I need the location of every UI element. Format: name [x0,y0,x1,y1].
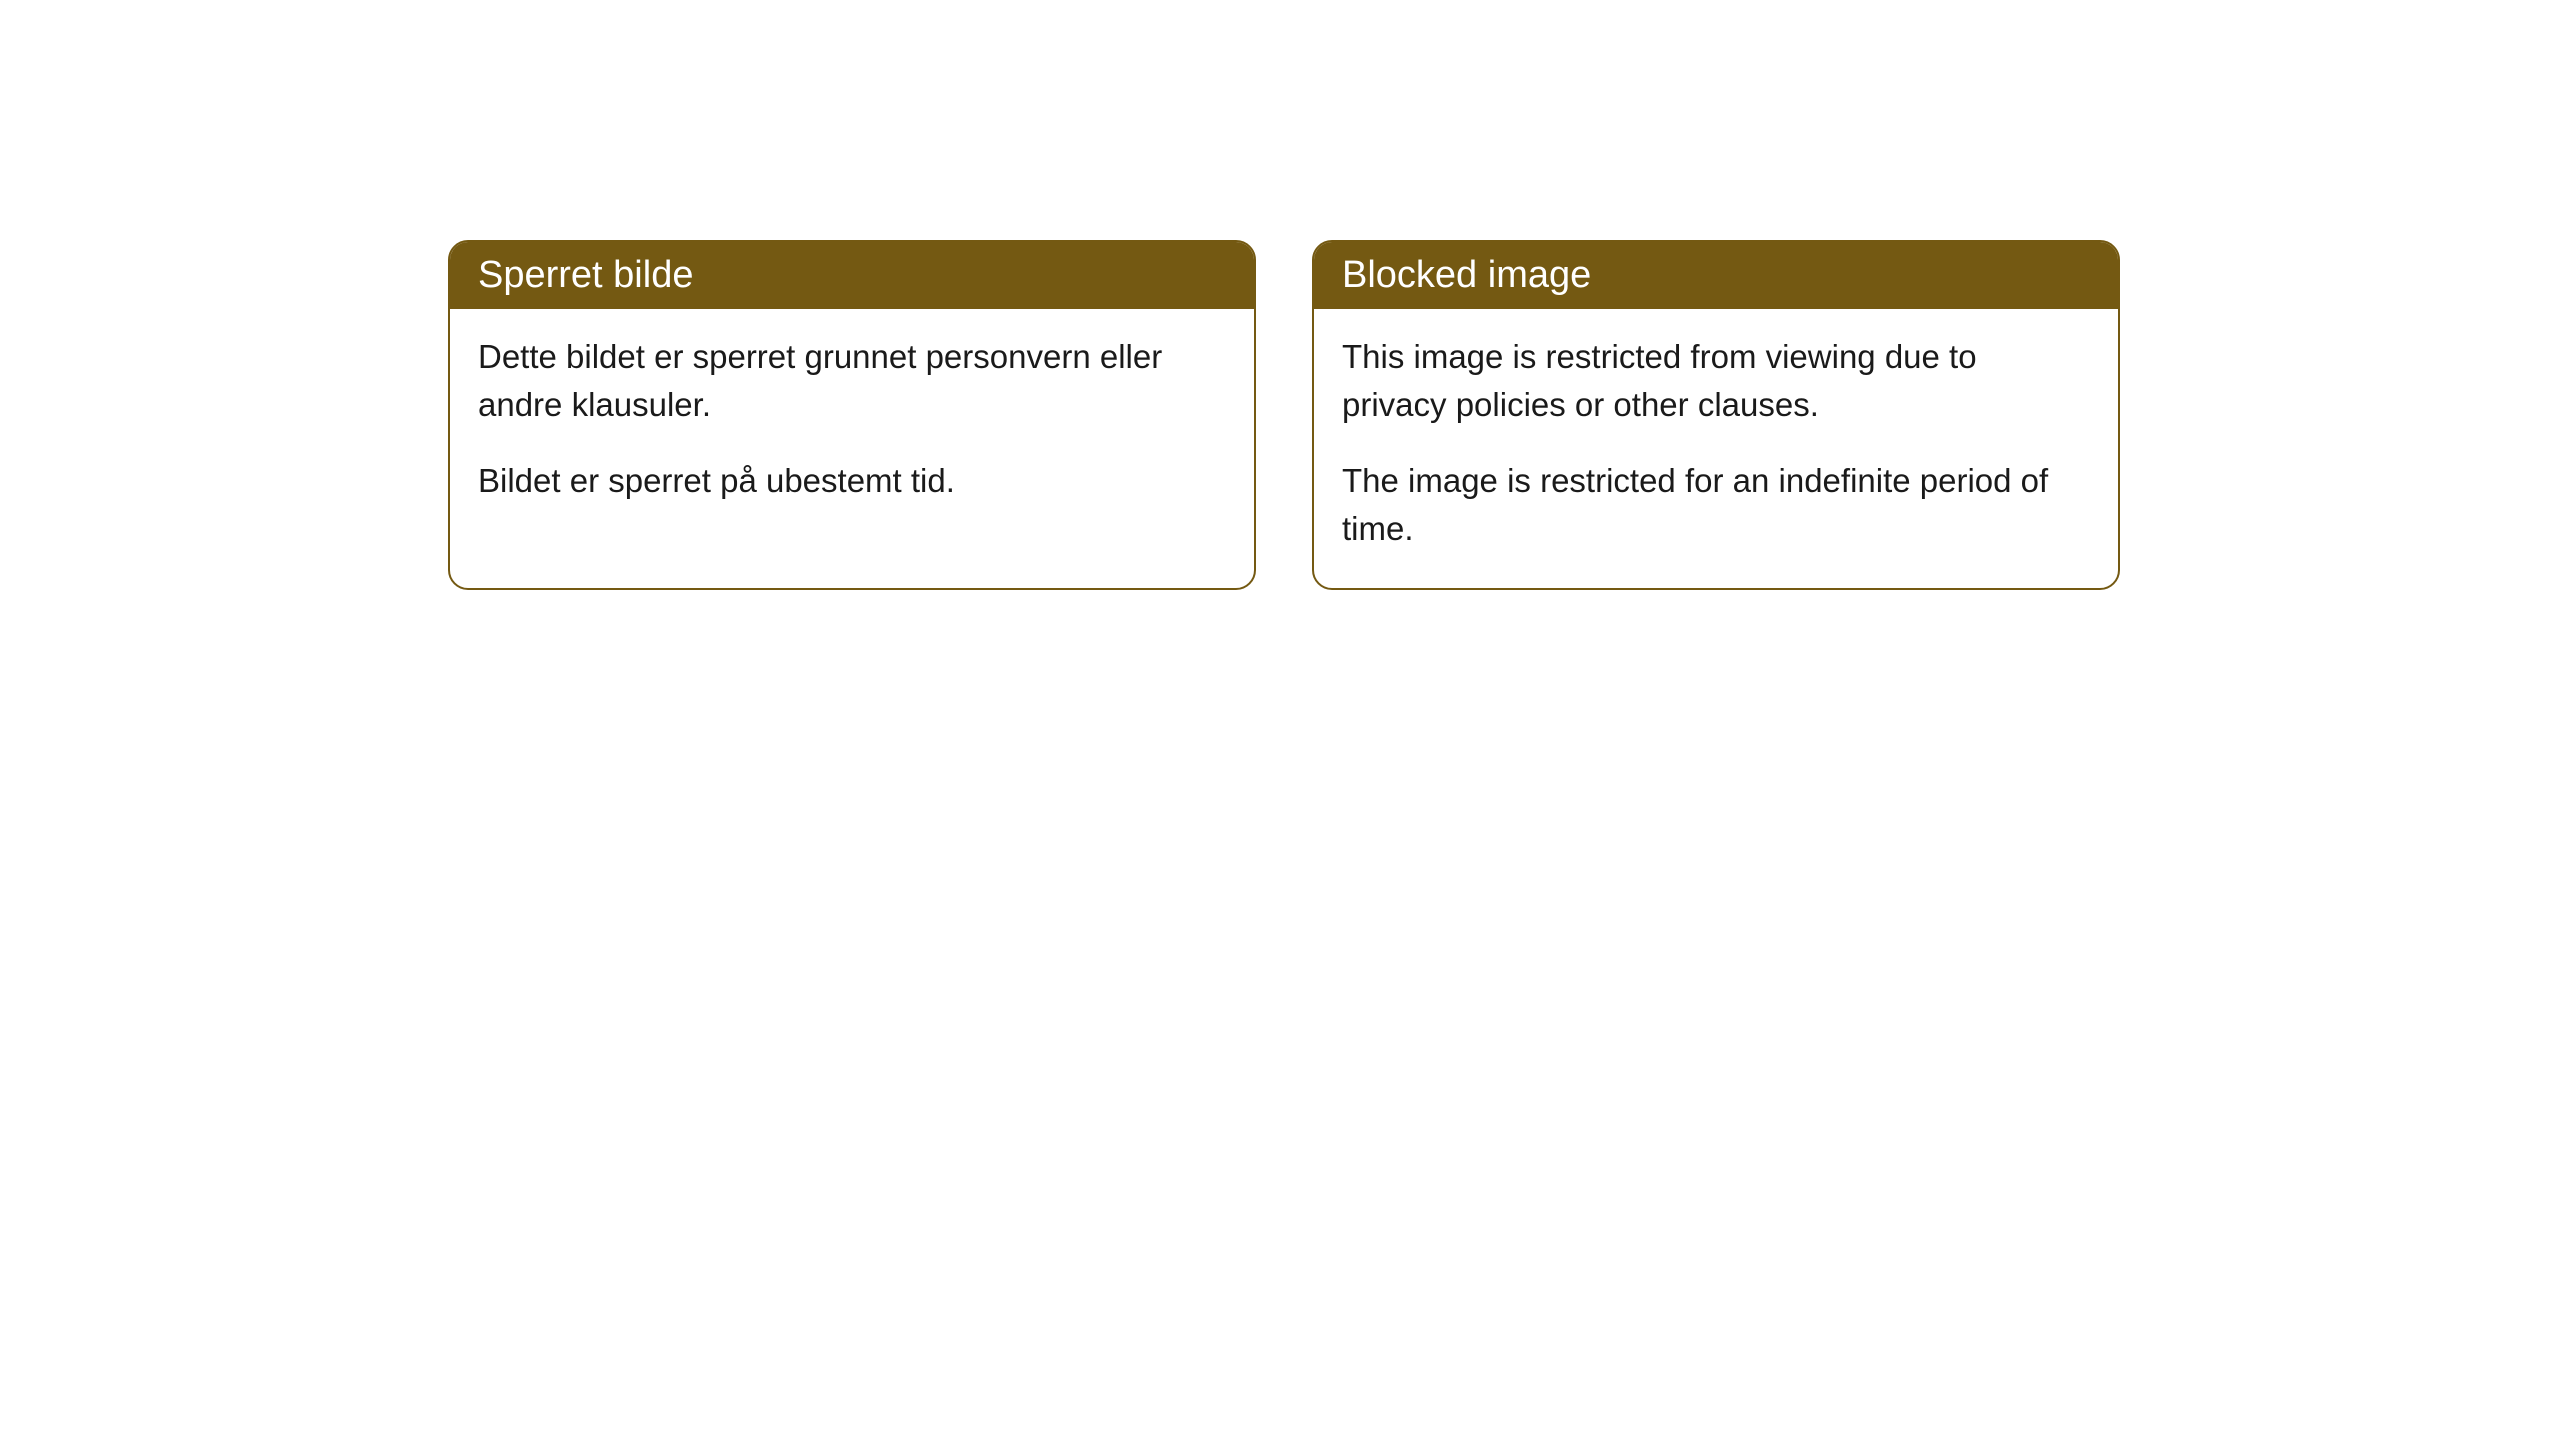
card-paragraph-1-english: This image is restricted from viewing du… [1342,333,2090,429]
card-paragraph-2-norwegian: Bildet er sperret på ubestemt tid. [478,457,1226,505]
card-body-english: This image is restricted from viewing du… [1314,309,2118,588]
card-body-norwegian: Dette bildet er sperret grunnet personve… [450,309,1254,541]
card-paragraph-1-norwegian: Dette bildet er sperret grunnet personve… [478,333,1226,429]
notification-cards-container: Sperret bilde Dette bildet er sperret gr… [448,240,2120,590]
blocked-image-card-norwegian: Sperret bilde Dette bildet er sperret gr… [448,240,1256,590]
card-title-english: Blocked image [1342,254,1591,296]
card-header-english: Blocked image [1314,242,2118,309]
card-title-norwegian: Sperret bilde [478,254,693,296]
blocked-image-card-english: Blocked image This image is restricted f… [1312,240,2120,590]
card-header-norwegian: Sperret bilde [450,242,1254,309]
card-paragraph-2-english: The image is restricted for an indefinit… [1342,457,2090,553]
